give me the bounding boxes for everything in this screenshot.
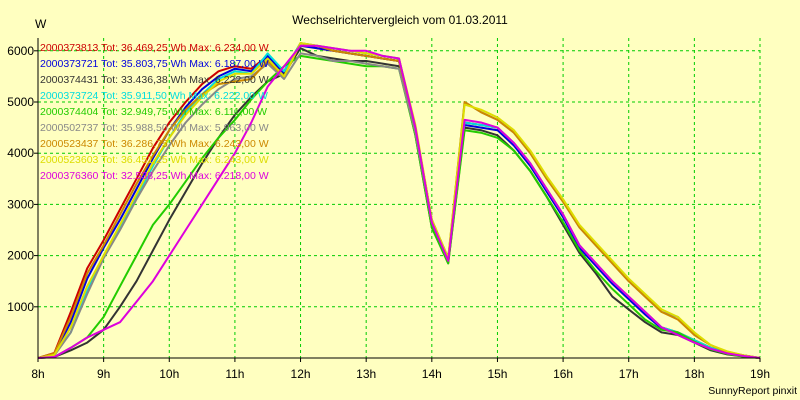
legend-entry-3: 2000373724 Tot: 35.911,50 Wh Max: 6.222,…	[40, 90, 268, 102]
series-line-2	[37, 47, 761, 359]
legend-entry-7: 2000523603 Tot: 36.451,25 Wh Max: 6.243,…	[40, 154, 269, 166]
y-tick-label-1: 2000	[7, 249, 34, 263]
legend-entry-6: 2000523437 Tot: 36.286,75 Wh Max: 6.243,…	[40, 138, 269, 150]
legend-entry-0: 2000373813 Tot: 36.469,25 Wh Max: 6.234,…	[40, 42, 269, 54]
legend-entry-1: 2000373721 Tot: 35.803,75 Wh Max: 6.187,…	[40, 58, 269, 70]
y-tick-label-2: 3000	[7, 197, 34, 211]
y-tick-label-5: 6000	[7, 44, 34, 58]
y-tick-label-4: 5000	[7, 95, 34, 109]
x-tick-label-8: 16h	[553, 367, 573, 381]
axes: 1000 2000 3000 4000 5000 6000 8h 9h 10h 11h 12h 13h…	[7, 38, 770, 381]
y-axis-unit: W	[35, 17, 47, 31]
x-tick-label-2: 10h	[159, 367, 179, 381]
x-tick-label-9: 17h	[619, 367, 639, 381]
footer-credit: SunnyReport pinxit	[708, 385, 797, 397]
x-tick-label-5: 13h	[356, 367, 376, 381]
x-tick-label-7: 15h	[487, 367, 507, 381]
legend: 2000373813 Tot: 36.469,25 Wh Max: 6.234,…	[40, 42, 269, 182]
x-tick-label-4: 12h	[291, 367, 311, 381]
legend-entry-2: 2000374431 Tot: 33.436,38 Wh Max: 6.222,…	[40, 74, 269, 86]
x-tick-label-0: 8h	[31, 367, 44, 381]
legend-entry-5: 2000502737 Tot: 35.988,50 Wh Max: 5.963,…	[40, 122, 269, 134]
x-tick-label-11: 19h	[750, 367, 770, 381]
x-tick-label-1: 9h	[97, 367, 110, 381]
chart-title: Wechselrichtervergleich vom 01.03.2011	[292, 13, 508, 27]
legend-entry-4: 2000374404 Tot: 32.949,75 Wh Max: 6.111,…	[40, 106, 267, 118]
series-line-8	[37, 44, 761, 359]
series-lines	[37, 42, 761, 359]
x-tick-label-10: 18h	[684, 367, 704, 381]
x-tick-label-3: 11h	[225, 367, 244, 381]
legend-entry-8: 2000376360 Tot: 32.538,25 Wh Max: 6.218,…	[40, 170, 269, 182]
x-tick-label-6: 14h	[422, 367, 442, 381]
y-tick-label-3: 4000	[7, 146, 34, 160]
y-tick-label-0: 1000	[7, 300, 34, 314]
